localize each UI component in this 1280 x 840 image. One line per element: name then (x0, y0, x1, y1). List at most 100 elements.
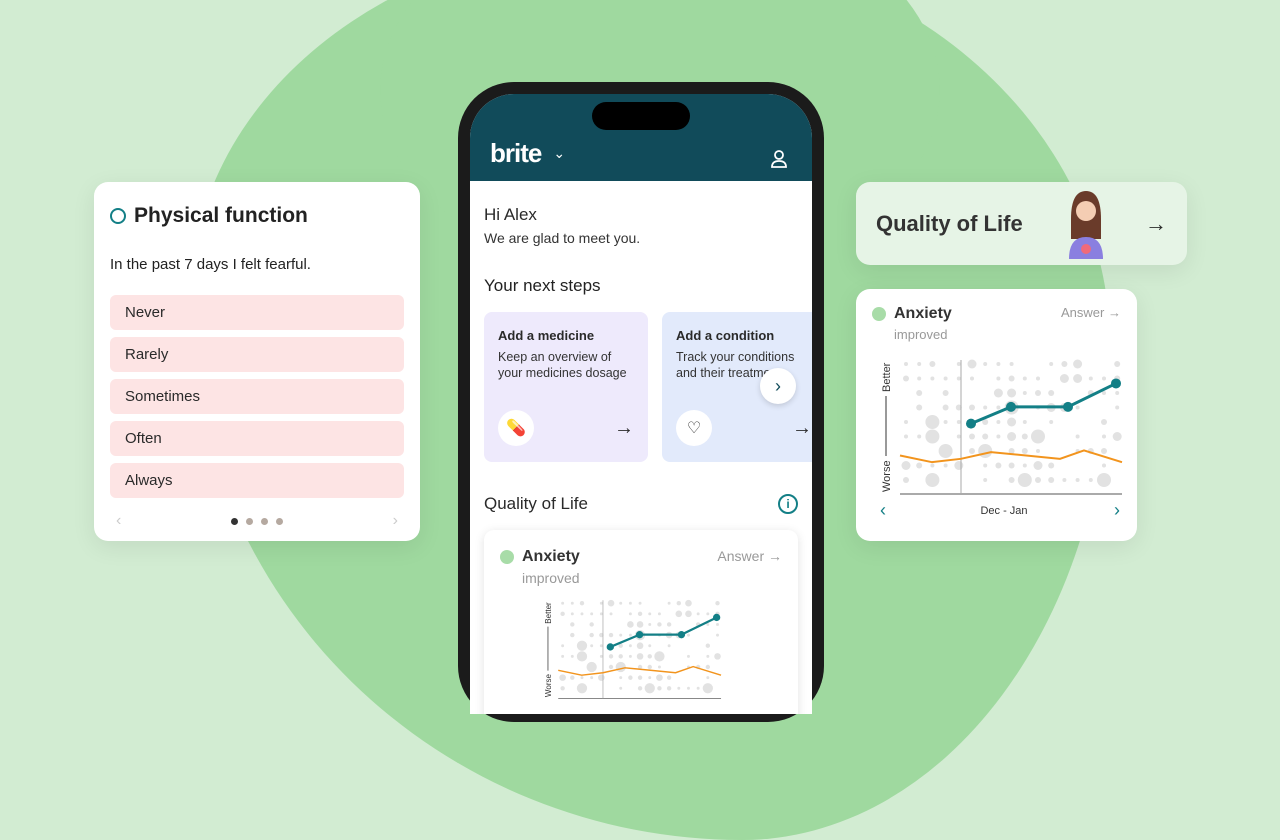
background-dot (619, 633, 623, 637)
greeting: Hi Alex (484, 205, 537, 224)
teal-point (1006, 401, 1016, 412)
background-dot (938, 444, 953, 458)
background-dot (657, 665, 661, 669)
background-dot (956, 376, 961, 381)
background-dot (916, 390, 923, 396)
background-dot (647, 664, 652, 670)
background-dot (657, 686, 662, 691)
person-illustration (1069, 190, 1103, 259)
next-period-icon[interactable]: › (1114, 500, 1120, 520)
option-often[interactable]: Often (110, 421, 404, 456)
background-dot (705, 664, 711, 670)
background-dot (561, 654, 565, 658)
background-dot (696, 612, 700, 616)
background-dot (648, 612, 652, 616)
answer-link[interactable]: Answer → (717, 548, 782, 564)
background-dot (1059, 374, 1069, 383)
background-dot (570, 622, 575, 627)
step-card-medicine[interactable]: Add a medicine Keep an overview of your m… (484, 312, 648, 462)
phone-frame: brite ⌄ Hi Alex We are glad to meet you. … (458, 82, 824, 722)
background-dot (608, 654, 614, 659)
background-dot (982, 419, 989, 425)
question: In the past 7 days I felt fearful. (110, 256, 311, 273)
background-dot (580, 676, 584, 680)
background-dot (970, 376, 974, 381)
background-dot (925, 429, 940, 444)
background-dot (715, 601, 720, 606)
background-dot (1033, 461, 1043, 470)
background-dot (644, 683, 655, 694)
next-icon[interactable]: › (392, 512, 398, 529)
anxiety-title: Anxiety (894, 305, 952, 322)
quality-of-life-card[interactable]: Quality of Life → (856, 182, 1187, 265)
background-dot (618, 643, 623, 648)
background-dot (667, 601, 671, 605)
background-dot (917, 376, 922, 381)
option-rarely[interactable]: Rarely (110, 337, 404, 372)
teal-series-line (970, 382, 1117, 426)
background-dot (1031, 429, 1045, 444)
period-label: Dec - Jan (980, 505, 1027, 517)
teal-point (677, 630, 686, 639)
background-dot (983, 478, 988, 482)
background-dot (967, 359, 977, 369)
background-dot (929, 361, 936, 367)
background-dot (1022, 463, 1027, 468)
background-dot (636, 621, 644, 628)
background-dot (930, 463, 935, 468)
background-dot (628, 633, 632, 637)
background-dot (636, 642, 644, 650)
arrow-right-icon[interactable]: → (1145, 210, 1167, 236)
background-dot (1102, 434, 1106, 439)
y-label-better: Better (544, 602, 553, 624)
background-dot (916, 404, 923, 411)
background-dot (666, 686, 672, 691)
background-dot (619, 686, 623, 690)
background-dot (901, 461, 911, 470)
background-dot (969, 448, 975, 454)
answer-link[interactable]: Answer → (1061, 305, 1121, 320)
background-dot (1088, 376, 1093, 381)
background-dot (1102, 463, 1106, 468)
arrow-right-icon[interactable]: → (614, 417, 634, 439)
background-dot (1021, 433, 1028, 440)
background-dot (1115, 405, 1120, 410)
option-never[interactable]: Never (110, 295, 404, 330)
background-dot (590, 612, 594, 616)
background-dot (983, 405, 988, 410)
info-icon[interactable]: i (778, 494, 798, 514)
background-dot (619, 601, 623, 605)
background-dot (677, 686, 681, 690)
background-dot (667, 644, 671, 648)
prev-icon[interactable]: ‹ (116, 512, 122, 529)
option-always[interactable]: Always (110, 463, 404, 498)
background-dot (996, 405, 1001, 410)
option-sometimes[interactable]: Sometimes (110, 379, 404, 414)
brite-logo[interactable]: brite (490, 138, 542, 168)
arrow-right-icon[interactable]: → (792, 417, 812, 439)
chevron-down-icon[interactable]: ⌄ (553, 145, 566, 161)
background-dot (996, 434, 1001, 439)
background-dot (676, 601, 681, 606)
background-dot (955, 404, 962, 411)
background-dot (1048, 390, 1055, 396)
user-icon[interactable] (770, 149, 788, 169)
background-dot (570, 654, 574, 658)
background-dot (917, 362, 922, 366)
background-dot (714, 653, 721, 660)
carousel-next-button[interactable]: › (760, 368, 796, 404)
prev-period-icon[interactable]: ‹ (880, 500, 886, 520)
background-dot (666, 675, 672, 680)
background-dot (609, 612, 613, 616)
background-dot (599, 654, 603, 658)
background-dot (570, 612, 574, 616)
background-dot (1073, 374, 1083, 383)
background-dot (925, 415, 940, 429)
background-dot (628, 612, 632, 616)
background-dot (589, 622, 594, 627)
background-dot (656, 674, 663, 681)
background-dot (560, 686, 565, 691)
step-card-condition[interactable]: Add a condition Track your conditions and… (662, 312, 812, 462)
